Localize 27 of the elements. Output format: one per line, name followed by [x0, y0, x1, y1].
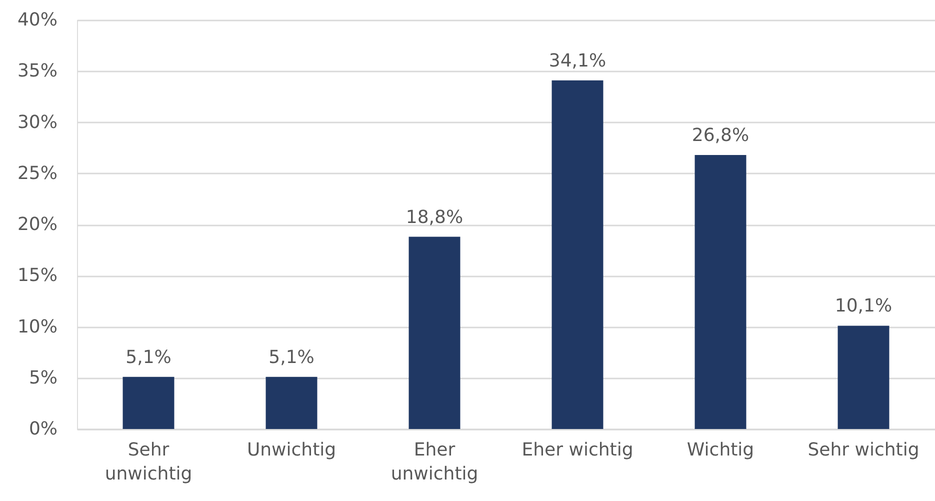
y-tick-label: 20% — [17, 214, 58, 235]
bar — [838, 326, 890, 429]
x-tick-label: Unwichtig — [246, 440, 336, 460]
y-tick-label: 10% — [17, 316, 58, 338]
bar — [266, 376, 318, 429]
data-label: 5,1% — [268, 346, 314, 368]
y-tick-label: 25% — [17, 162, 58, 184]
data-label: 5,1% — [126, 346, 172, 368]
x-tick-label: Eher wichtig — [522, 440, 634, 460]
x-tick-label: Wichtig — [686, 440, 754, 460]
y-tick-label: 5% — [28, 367, 58, 388]
bar — [408, 236, 460, 429]
x-tick-label: Sehr unwichtig — [104, 440, 192, 484]
bar — [694, 154, 746, 429]
y-tick-label: 30% — [17, 112, 58, 133]
y-tick-label: 35% — [17, 60, 58, 82]
y-tick-label: 40% — [17, 10, 58, 30]
x-tick-label: Sehr wichtig — [808, 440, 920, 460]
y-tick-label: 15% — [17, 265, 58, 286]
bar — [122, 376, 174, 429]
data-label: 10,1% — [834, 296, 892, 317]
x-tick-label: Eher unwichtig — [390, 440, 478, 484]
y-tick-label: 0% — [28, 418, 58, 440]
data-label: 18,8% — [406, 206, 464, 228]
data-label: 34,1% — [548, 50, 606, 72]
data-label: 26,8% — [692, 124, 750, 146]
bar — [552, 80, 604, 429]
